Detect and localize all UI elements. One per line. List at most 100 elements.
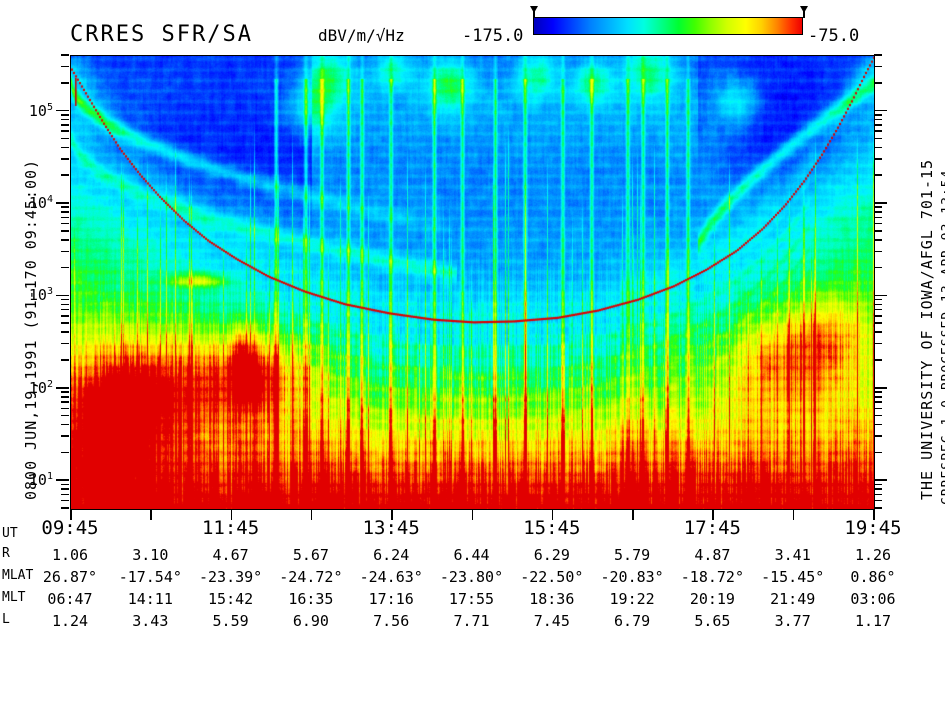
y-tick-minor-right bbox=[874, 266, 882, 269]
left-side-annotation: 0800 JUN,19,1991 (91-170 09:45:00) bbox=[22, 158, 40, 500]
y-tick-major bbox=[56, 294, 69, 297]
y-tick-minor bbox=[61, 266, 69, 269]
ephemeris-cell-ut-2: 11:45 bbox=[201, 517, 260, 539]
y-tick-minor bbox=[61, 342, 69, 345]
colorbar-left-marker-stem bbox=[533, 11, 535, 18]
y-tick-minor bbox=[61, 401, 69, 403]
ephemeris-row-label-l: L bbox=[2, 612, 10, 627]
y-tick-minor bbox=[61, 158, 69, 160]
ephemeris-cell-mlat-8: -18.72° bbox=[680, 568, 744, 586]
y-tick-minor bbox=[61, 331, 69, 333]
ephemeris-cell-l-2: 5.59 bbox=[212, 612, 249, 630]
ephemeris-cell-mlt-9: 21:49 bbox=[770, 590, 816, 608]
ephemeris-cell-mlat-10: 0.86° bbox=[850, 568, 896, 586]
y-tick-minor-right bbox=[874, 488, 882, 490]
ephemeris-cell-r-1: 3.10 bbox=[132, 546, 169, 564]
ephemeris-cell-mlat-0: 26.87° bbox=[42, 568, 98, 586]
y-axis-label-1e2: 102 bbox=[28, 378, 53, 397]
ephemeris-row-mlt: MLT 06:47 14:11 15:42 16:35 17:16 17:55 18:36 1… bbox=[0, 590, 945, 612]
y-tick-major-right bbox=[874, 202, 887, 204]
ephemeris-cell-l-8: 5.65 bbox=[694, 612, 731, 630]
x-axis-ticks bbox=[70, 509, 876, 521]
colorbar-min-label: -175.0 bbox=[462, 26, 524, 46]
x-tick-3 bbox=[310, 509, 313, 520]
y-tick-minor-right bbox=[874, 118, 882, 121]
ephemeris-row-l: L 1.24 3.43 5.59 6.90 7.56 7.71 7.45 6.79 5.65 3.… bbox=[0, 612, 945, 634]
y-tick-minor bbox=[61, 211, 69, 213]
ephemeris-cell-r-8: 4.87 bbox=[694, 546, 731, 564]
y-tick-minor bbox=[61, 414, 69, 417]
x-tick-6 bbox=[551, 509, 554, 520]
y-tick-minor bbox=[61, 488, 69, 490]
y-tick-minor bbox=[61, 507, 69, 509]
y-tick-minor-right bbox=[874, 507, 882, 509]
ephemeris-cell-mlt-5: 17:55 bbox=[448, 590, 495, 608]
y-tick-minor-right bbox=[874, 499, 882, 502]
y-tick-minor bbox=[61, 130, 69, 132]
ephemeris-cell-mlt-0: 06:47 bbox=[47, 590, 93, 608]
right-side-institution: THE UNIVERSITY OF IOWA/AFGL 701-15 bbox=[918, 158, 936, 500]
ephemeris-cell-mlat-7: -20.83° bbox=[600, 568, 664, 586]
y-tick-minor-right bbox=[874, 423, 882, 426]
y-tick-minor-right bbox=[874, 315, 882, 317]
y-tick-minor-right bbox=[874, 216, 882, 219]
y-tick-minor bbox=[61, 54, 69, 56]
y-tick-minor bbox=[61, 483, 69, 486]
ephemeris-cell-mlat-6: -22.50° bbox=[520, 568, 584, 586]
x-tick-4 bbox=[391, 509, 393, 520]
y-tick-minor bbox=[61, 174, 69, 176]
y-tick-minor-right bbox=[874, 158, 882, 160]
y-axis-left: 105 104 103 102 101 bbox=[0, 54, 69, 509]
ephemeris-cell-mlat-1: -17.54° bbox=[118, 568, 182, 586]
colorbar-units-label: dBV/m/√Hz bbox=[318, 26, 405, 45]
y-tick-minor-right bbox=[874, 206, 882, 208]
ephemeris-cell-l-5: 7.71 bbox=[453, 612, 490, 630]
x-tick-7 bbox=[632, 509, 634, 520]
ephemeris-row-label-r: R bbox=[2, 546, 10, 561]
y-tick-minor bbox=[61, 250, 69, 253]
y-tick-minor-right bbox=[874, 137, 882, 140]
y-tick-major-right bbox=[874, 479, 887, 481]
colorbar-max-label: -75.0 bbox=[808, 26, 860, 46]
ephemeris-cell-mlt-2: 15:42 bbox=[208, 590, 254, 608]
y-tick-major bbox=[56, 479, 69, 481]
y-tick-minor-right bbox=[874, 124, 882, 126]
ephemeris-cell-ut-4: 13:45 bbox=[362, 517, 420, 539]
y-tick-minor bbox=[61, 396, 69, 398]
x-tick-9 bbox=[792, 509, 795, 520]
y-tick-minor bbox=[61, 499, 69, 502]
y-tick-minor bbox=[61, 315, 69, 317]
y-tick-minor-right bbox=[874, 331, 882, 333]
y-tick-minor-right bbox=[874, 82, 882, 84]
colorbar-right-marker-stem bbox=[803, 11, 805, 18]
ephemeris-cell-mlt-3: 16:35 bbox=[288, 590, 334, 608]
y-tick-minor bbox=[61, 206, 69, 208]
y-tick-minor bbox=[61, 359, 69, 361]
y-tick-minor-right bbox=[874, 146, 882, 149]
y-tick-minor bbox=[61, 303, 69, 306]
y-axis-label-1e4: 104 bbox=[28, 194, 53, 212]
ephemeris-cell-l-7: 6.79 bbox=[614, 612, 651, 630]
y-tick-minor bbox=[61, 298, 69, 301]
y-tick-minor bbox=[61, 222, 69, 225]
y-tick-minor bbox=[61, 423, 69, 426]
y-tick-minor bbox=[61, 451, 69, 454]
x-tick-8 bbox=[712, 509, 714, 520]
y-tick-major-right bbox=[874, 109, 887, 112]
y-tick-minor bbox=[61, 239, 69, 241]
y-tick-minor-right bbox=[874, 407, 882, 410]
ephemeris-cell-r-4: 6.24 bbox=[373, 546, 410, 564]
ephemeris-row-r: R 1.06 3.10 4.67 5.67 6.24 6.44 6.29 5.79 4.87 3.… bbox=[0, 546, 945, 568]
y-tick-minor-right bbox=[874, 359, 882, 361]
right-side-processing-info: CRRESPEC 1.0 PROCESSED 13-APR-93 13:54 bbox=[940, 169, 945, 505]
x-tick-1 bbox=[150, 509, 152, 520]
ephemeris-cell-r-9: 3.41 bbox=[774, 546, 811, 564]
ephemeris-cell-mlt-8: 20:19 bbox=[689, 590, 735, 608]
y-axis-label-1e5: 105 bbox=[28, 101, 53, 120]
y-tick-minor-right bbox=[874, 298, 882, 301]
colorbar-left-marker-icon bbox=[530, 6, 538, 13]
y-tick-minor-right bbox=[874, 308, 882, 311]
colorbar-gradient bbox=[533, 17, 803, 35]
y-tick-minor bbox=[61, 322, 69, 324]
ephemeris-cell-l-4: 7.56 bbox=[373, 612, 410, 630]
